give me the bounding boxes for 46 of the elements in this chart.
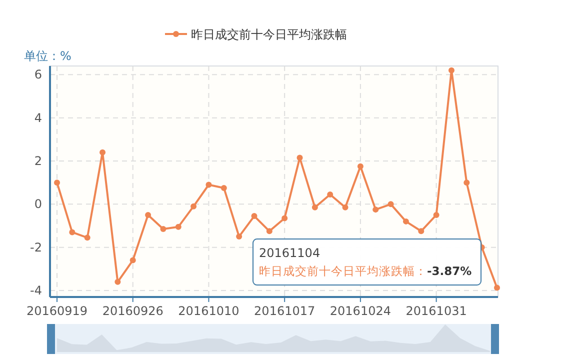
x-tick-label: 20160919 (26, 304, 88, 318)
x-tick-label: 20160926 (102, 304, 164, 318)
point (342, 204, 348, 210)
point (464, 180, 470, 186)
x-tick-label: 20161010 (178, 304, 240, 318)
y-tick-label: 2 (34, 154, 42, 168)
point (312, 204, 318, 210)
legend-label: 昨日成交前十今日平均涨跌幅 (191, 28, 347, 42)
point (402, 218, 409, 224)
point (282, 215, 288, 222)
tooltip: 20161104 昨日成交前十今日平均涨跌幅：-3.87% (252, 238, 482, 286)
point (494, 284, 500, 291)
point (160, 226, 166, 232)
point (236, 234, 242, 240)
point (388, 201, 394, 208)
annotation: 20161104 (259, 246, 320, 260)
point (418, 228, 424, 234)
point (114, 278, 121, 285)
point (69, 229, 76, 236)
y-tick-label: -4 (30, 284, 42, 298)
y-axis-title: 单位：% (24, 49, 72, 63)
y-tick-label: 6 (34, 68, 42, 82)
point (220, 184, 227, 191)
x-tick-label: 20161031 (406, 304, 467, 318)
point (433, 212, 440, 218)
point (372, 206, 379, 213)
point (130, 257, 136, 264)
point (327, 191, 334, 198)
point (54, 180, 60, 186)
x-tick-label: 20161017 (254, 304, 316, 318)
annotation: 昨日成交前十今日平均涨跌幅：-3.87% (259, 264, 472, 278)
y-tick-label: 0 (34, 197, 42, 212)
y-tick-label: 4 (34, 110, 42, 125)
point (175, 224, 182, 230)
point (84, 234, 90, 241)
point (251, 213, 258, 220)
point (100, 149, 106, 156)
x-tick-label: 20161024 (330, 304, 391, 318)
point (296, 154, 303, 161)
point (448, 67, 454, 74)
point (145, 212, 152, 218)
point (190, 203, 197, 210)
y-tick-label: -2 (30, 240, 42, 254)
point (357, 163, 364, 170)
point (266, 228, 272, 234)
point (206, 182, 212, 188)
